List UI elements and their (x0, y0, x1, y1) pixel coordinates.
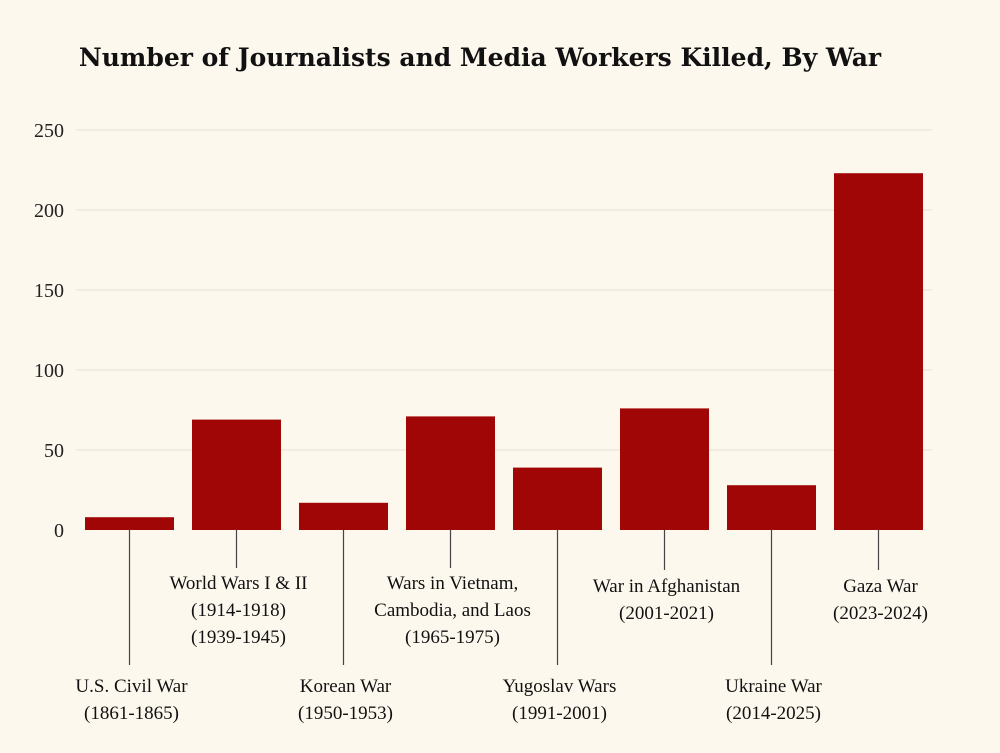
category-label: (1991-2001) (512, 703, 607, 724)
category-label: U.S. Civil War (75, 676, 188, 697)
category-label: (1861-1865) (84, 703, 179, 724)
category-label: (1939-1945) (191, 627, 286, 648)
y-tick-label: 250 (34, 120, 64, 142)
category-label: (1914-1918) (191, 600, 286, 621)
y-tick-label: 50 (44, 440, 64, 462)
leader-lines (128, 530, 880, 665)
y-tick-label: 0 (54, 520, 64, 542)
category-label: (2001-2021) (619, 603, 714, 624)
category-label: Gaza War (843, 576, 918, 597)
category-label: Ukraine War (725, 676, 822, 697)
category-label: Yugoslav Wars (503, 676, 617, 697)
category-label: War in Afghanistan (593, 576, 741, 597)
bars (85, 173, 923, 530)
y-tick-label: 200 (34, 200, 64, 222)
category-label: Cambodia, and Laos (374, 600, 531, 621)
bar (85, 517, 174, 530)
category-label: (2023-2024) (833, 603, 928, 624)
category-label: Wars in Vietnam, (387, 573, 519, 594)
category-label: (1950-1953) (298, 703, 393, 724)
gridlines (76, 129, 932, 451)
bar (727, 485, 816, 530)
bar (299, 502, 388, 530)
bar (192, 419, 281, 530)
category-label: (1965-1975) (405, 627, 500, 648)
y-tick-label: 100 (34, 360, 64, 382)
bar (406, 416, 495, 530)
chart-title: Number of Journalists and Media Workers … (79, 43, 882, 72)
category-label: (2014-2025) (726, 703, 821, 724)
bar (620, 408, 709, 530)
category-label: Korean War (300, 676, 392, 697)
bar (513, 467, 602, 530)
category-label: World Wars I & II (169, 573, 307, 594)
category-labels: U.S. Civil War (1861-1865) World Wars I & … (75, 573, 928, 724)
y-tick-label: 150 (34, 280, 64, 302)
y-axis-ticks: 0 50 100 150 200 250 (34, 120, 64, 542)
bar (834, 173, 923, 530)
